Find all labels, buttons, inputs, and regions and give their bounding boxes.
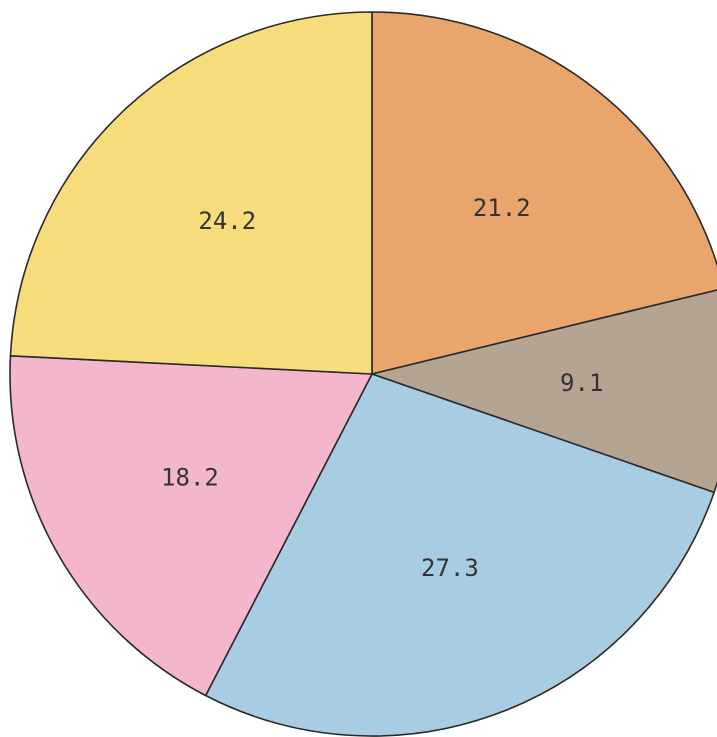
- pie-slice: [369, 289, 717, 494]
- slice-label: 9.1: [560, 369, 603, 397]
- pie-slice: [204, 373, 716, 737]
- pie-slice: [371, 11, 717, 376]
- slice-label: 21.2: [473, 194, 531, 222]
- pie-slice: [9, 354, 374, 697]
- pie-slice: [9, 11, 373, 375]
- slice-label: 24.2: [198, 207, 256, 235]
- slice-label: 27.3: [421, 554, 479, 582]
- slice-label: 18.2: [161, 464, 219, 492]
